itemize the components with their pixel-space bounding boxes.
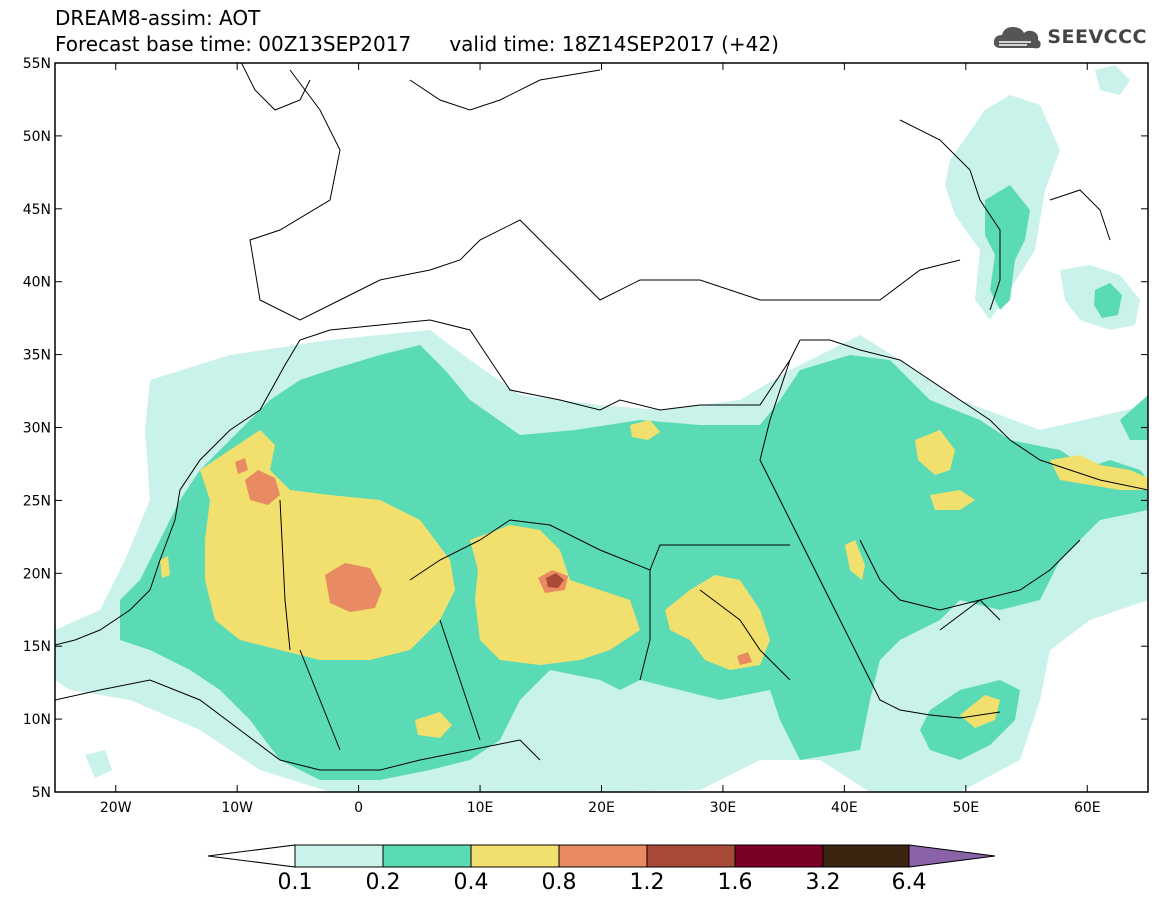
coastlines	[55, 63, 1148, 771]
colorbar-swatch-1	[294, 844, 384, 868]
lat-tick-label: 5N	[32, 785, 51, 801]
lon-tick-label: 60E	[1074, 800, 1101, 816]
lon-tick-label: 30E	[710, 800, 737, 816]
colorbar-label: 3.2	[805, 870, 841, 895]
colorbar-label: 0.4	[453, 870, 489, 895]
lat-tick-label: 40N	[23, 275, 51, 291]
aot-field	[55, 63, 1148, 792]
colorbar-swatch-6	[734, 844, 824, 868]
map-title: DREAM8-assim: AOT	[55, 6, 261, 30]
seevccc-logo: SEEVCCC	[991, 22, 1147, 52]
aot-level-0.4	[160, 420, 1148, 738]
lat-tick-label: 55N	[23, 56, 51, 72]
lon-tick-label: 40E	[831, 800, 858, 816]
aot-level-1.2	[546, 573, 564, 588]
colorbar-swatch-4	[558, 844, 648, 868]
lat-tick-label: 25N	[23, 493, 51, 509]
lat-tick-label: 10N	[23, 712, 51, 728]
lon-tick-label: 0	[354, 800, 363, 816]
lat-tick-label: 30N	[23, 421, 51, 437]
colorbar-swatch-5	[646, 844, 736, 868]
colorbar-low-arrow	[207, 844, 296, 868]
colorbar-swatch-2	[382, 844, 472, 868]
lat-tick-label: 15N	[23, 639, 51, 655]
lon-tick-label: 10W	[221, 800, 253, 816]
colorbar-label: 1.2	[629, 870, 665, 895]
colorbar-high-arrow	[908, 844, 996, 868]
lon-tick-label: 20W	[100, 800, 132, 816]
lon-tick-label: 10E	[467, 800, 494, 816]
lon-tick-label: 50E	[952, 800, 979, 816]
logo-text: SEEVCCC	[1047, 26, 1147, 48]
lat-tick-label: 50N	[23, 129, 51, 145]
colorbar-label: 0.8	[541, 870, 577, 895]
colorbar	[207, 844, 996, 868]
lat-tick-label: 20N	[23, 566, 51, 582]
colorbar-label: 1.6	[717, 870, 753, 895]
colorbar-swatch-3	[470, 844, 560, 868]
lat-tick-label: 35N	[23, 348, 51, 364]
colorbar-label: 0.1	[277, 870, 313, 895]
colorbar-label: 0.2	[365, 870, 401, 895]
lon-tick-label: 20E	[588, 800, 615, 816]
forecast-time-line: Forecast base time: 00Z13SEP2017 valid t…	[55, 32, 779, 56]
lat-tick-label: 45N	[23, 202, 51, 218]
cloud-logo-icon	[994, 27, 1041, 49]
axis-ticks: 55N 50N 45N 40N 35N 30N 25N 20N 15N 10N 5N 20W 10W 0 1…	[23, 56, 1148, 816]
colorbar-swatch-7	[822, 844, 910, 868]
colorbar-label: 6.4	[891, 870, 927, 895]
